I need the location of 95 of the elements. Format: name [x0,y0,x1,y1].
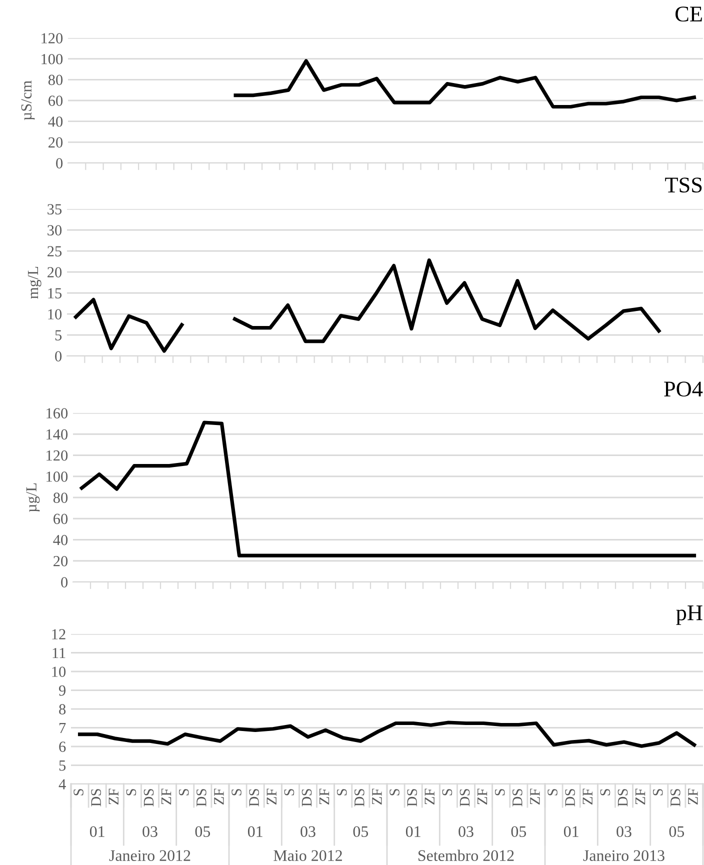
y-tick-label: 40 [48,116,63,127]
text: 05 [669,826,684,837]
text: 03 [142,826,158,837]
x-tick-label: ZF [582,788,592,804]
x-tick-label: S [442,789,452,796]
y-tick-label: 0 [55,351,62,362]
text: Setembro 2012 [418,850,514,861]
x-tick-label: S [284,789,294,796]
y-tick-label: 40 [53,534,68,546]
y-tick-label: 20 [54,556,68,566]
chart-title: PO4 [664,382,703,397]
x-tick-label: DS [302,789,312,806]
text: Janeiro 2013 [583,850,664,861]
y-tick-label: 12 [52,629,66,640]
y-tick-label: 120 [46,450,68,461]
x-tick-label: ZF [266,788,276,804]
text: 03 [616,826,632,837]
y-tick-label: 20 [48,267,62,278]
y-tick-label: 11 [52,648,66,658]
y-tick-label: 100 [46,472,68,482]
x-tick-label: S [336,789,347,796]
x-tick-label: S [652,789,663,796]
y-tick-label: 25 [48,246,62,256]
x-tick-label: S [548,789,558,796]
y-tick-label: 100 [42,54,63,64]
y-tick-label: 20 [48,137,63,148]
y-tick-label: 140 [46,429,68,440]
y-tick-label: 10 [48,309,62,320]
x-tick-label: DS [565,789,575,806]
line-series [78,720,696,748]
chart-title: pH [676,606,702,625]
y-tick-label: 8 [59,704,66,714]
y-tick-label: 15 [48,288,62,298]
y-axis-title: µg/L [26,483,40,512]
x-tick-label: DS [354,789,364,806]
y-tick-label: 80 [53,492,68,503]
x-tick-label: S [494,789,505,796]
y-tick-label: 60 [54,514,68,524]
y-tick-label: 160 [46,408,68,418]
y-tick-label: 9 [58,685,66,696]
text: Maio 2012 [274,850,342,861]
x-tick-label: DS [196,789,206,806]
y-tick-label: 80 [48,74,63,86]
x-tick-label: S [232,789,242,796]
x-tick-label: DS [249,789,259,806]
x-tick-label: ZF [636,788,646,804]
y-tick-label: 5 [55,330,62,340]
y-tick-label: 35 [48,204,62,214]
text: Janeiro 2012 [109,850,190,861]
text: 03 [458,826,474,837]
x-tick-label: ZF [214,788,224,804]
x-tick-label: ZF [688,788,698,804]
x-tick-label: DS [407,789,417,806]
x-tick-label: ZF [424,788,434,804]
x-tick-label: ZF [372,788,382,804]
x-tick-label: ZF [530,788,540,804]
chart-title: CE [676,6,702,22]
y-axis-title: mg/L [28,266,42,299]
y-tick-label: 6 [59,742,66,752]
y-tick-label: 4 [58,779,66,790]
x-tick-label: DS [512,789,522,806]
y-tick-label: 60 [48,96,63,106]
y-tick-label: 10 [52,666,66,677]
x-tick-label: ZF [478,788,488,804]
x-tick-label: S [178,789,189,796]
text: 05 [195,826,210,837]
y-axis-title: µS/cm [21,80,35,120]
y-tick-label: 120 [42,33,63,44]
x-tick-label: S [600,789,610,796]
text: 01 [406,826,420,837]
y-tick-label: 0 [61,577,68,588]
y-tick-label: 5 [59,760,66,771]
text: 01 [564,826,578,837]
text: 03 [300,826,316,837]
x-tick-label: ZF [108,788,118,804]
y-tick-label: 7 [60,723,66,734]
x-tick-label: S [74,789,84,796]
y-tick-label: 30 [48,225,62,236]
line-series [80,420,696,558]
x-tick-label: DS [670,789,680,806]
x-tick-label: DS [91,789,101,806]
y-tick-label: 0 [56,158,63,168]
text: 05 [511,826,526,837]
x-tick-label: DS [460,789,470,806]
x-tick-label: DS [618,789,628,806]
chart-title: TSS [665,178,702,193]
x-tick-label: S [126,789,136,796]
x-tick-label: DS [144,789,154,806]
text: 01 [248,826,262,837]
x-tick-label: S [390,789,400,796]
text: 05 [353,826,368,837]
x-tick-label: ZF [162,788,172,804]
line-series [234,59,696,109]
text: 01 [90,826,104,837]
x-tick-label: ZF [320,788,330,804]
